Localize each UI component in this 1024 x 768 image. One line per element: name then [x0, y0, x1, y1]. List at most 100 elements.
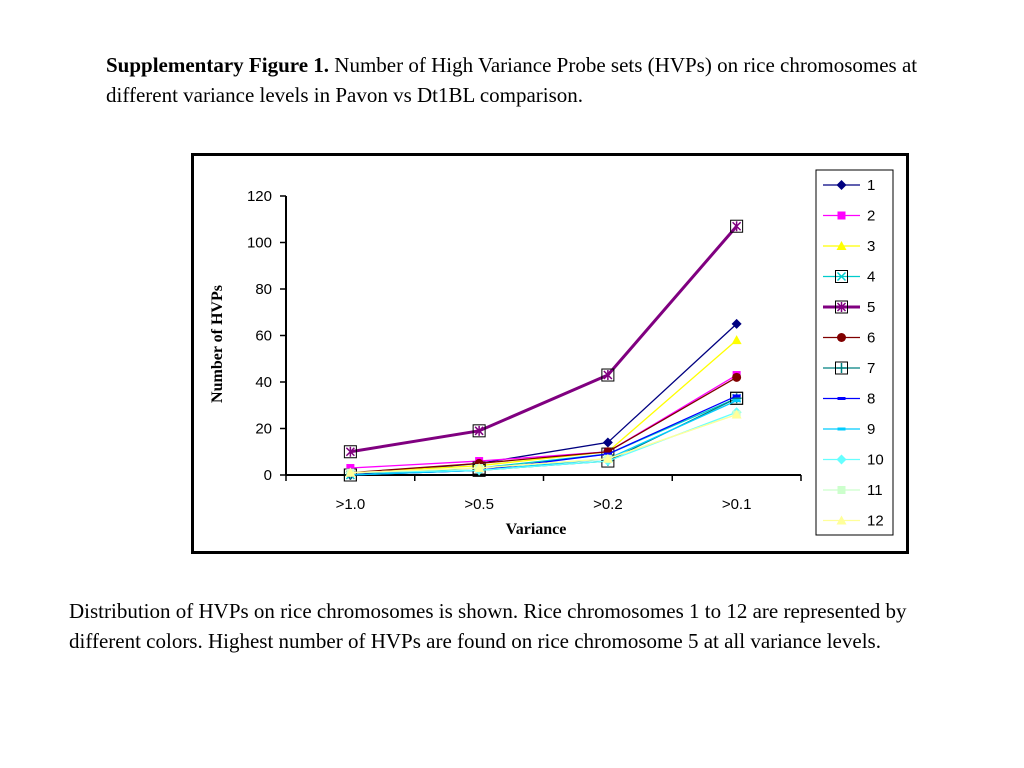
x-axis-title: Variance: [506, 521, 567, 538]
triangle-marker: [474, 463, 485, 473]
box-marker: [730, 219, 744, 233]
data-marker: [837, 333, 846, 342]
asterisk-marker: [836, 302, 847, 312]
y-tick-label: 0: [264, 467, 272, 484]
diamond-marker: [602, 437, 613, 448]
legend-item-8: 8: [823, 391, 875, 408]
y-tick-label: 20: [255, 421, 272, 438]
data-marker: [837, 397, 846, 400]
box-marker: [343, 445, 357, 459]
legend-item-2: 2: [823, 208, 875, 225]
data-marker: [732, 394, 741, 398]
legend-label: 8: [867, 391, 875, 408]
legend-label: 3: [867, 238, 875, 255]
data-marker: [837, 211, 846, 220]
triangle-marker: [345, 467, 356, 477]
box-marker: [601, 368, 615, 382]
diamond-marker: [836, 180, 847, 190]
data-marker: [835, 300, 848, 314]
y-tick-label: 60: [255, 328, 272, 345]
legend-box: [815, 169, 894, 536]
legend-label: 2: [867, 208, 875, 225]
series-line: [350, 225, 738, 454]
data-marker: [343, 445, 357, 459]
legend-label: 5: [867, 299, 875, 316]
data-marker: [837, 427, 846, 431]
y-axis-title: Number of HVPs: [209, 285, 226, 403]
y-tick-label: 120: [247, 188, 272, 205]
legend-item-10: 10: [823, 452, 884, 469]
box-marker: [835, 361, 848, 375]
legend-item-7: 7: [823, 360, 875, 377]
series-line: [350, 376, 737, 474]
data-marker: [836, 515, 847, 525]
series-line: [350, 413, 737, 474]
figure-caption: Supplementary Figure 1. Number of High V…: [106, 50, 936, 110]
x-tick-label: >0.1: [722, 496, 752, 513]
legend-item-4: 4: [823, 269, 875, 286]
data-marker: [731, 318, 742, 329]
legend-label: 9: [867, 421, 875, 438]
legend-label: 10: [867, 452, 884, 469]
data-marker: [837, 486, 846, 494]
chart-frame: 0 20 40 60 80 100 120 >1.0 >0.5 >0.2 >0.1 Number o…: [191, 153, 909, 554]
data-marker: [835, 361, 848, 375]
x-tick-label: >0.2: [593, 496, 623, 513]
figure-description: Distribution of HVPs on rice chromosomes…: [69, 599, 907, 653]
series-4: [343, 391, 744, 482]
legend-label: 4: [867, 269, 875, 286]
data-marker: [731, 409, 742, 419]
data-marker: [601, 368, 615, 382]
legend-item-11: 11: [823, 482, 883, 499]
plus-marker: [836, 363, 847, 373]
legend-item-12: 12: [823, 513, 884, 530]
asterisk-marker: [603, 370, 613, 381]
data-marker: [602, 437, 613, 448]
legend-label: 1: [867, 177, 875, 194]
legend-item-5: 5: [823, 299, 875, 316]
legend-label: 12: [867, 513, 884, 530]
box-marker: [835, 270, 848, 283]
diamond-marker: [836, 454, 847, 465]
triangle-marker: [731, 409, 742, 419]
dash-marker: [837, 427, 846, 431]
triangle-marker: [836, 241, 847, 250]
line-chart: 0 20 40 60 80 100 120 >1.0 >0.5 >0.2 >0.1 Number o…: [209, 169, 894, 538]
y-tick-label: 100: [247, 235, 272, 252]
legend-item-6: 6: [823, 330, 875, 347]
y-tick-label: 80: [255, 281, 272, 298]
square-marker: [837, 486, 846, 494]
chart-series: [343, 219, 744, 482]
x-tick-label: >0.5: [464, 496, 494, 513]
dash-marker: [732, 399, 741, 403]
data-marker: [602, 453, 613, 463]
asterisk-marker: [732, 221, 742, 232]
box-marker: [472, 424, 486, 438]
series-12: [345, 409, 742, 477]
triangle-marker: [731, 335, 742, 345]
dash-marker: [837, 397, 846, 400]
triangle-marker: [836, 515, 847, 525]
asterisk-marker: [345, 446, 355, 457]
series-7: [343, 391, 744, 482]
series-line: [350, 374, 737, 469]
data-marker: [836, 180, 847, 190]
legend-label: 7: [867, 360, 875, 377]
legend-item-9: 9: [823, 421, 875, 438]
legend-label: 11: [867, 482, 883, 499]
data-marker: [732, 399, 741, 403]
series-line: [350, 339, 738, 474]
circle-marker: [732, 372, 742, 382]
data-marker: [345, 467, 356, 477]
caption-heading: Supplementary Figure 1.: [106, 53, 330, 77]
chart-axes: 0 20 40 60 80 100 120 >1.0 >0.5 >0.2 >0.1: [247, 188, 802, 513]
diamond-marker: [731, 318, 742, 329]
caption-text: Number of High Variance Probe sets (HVPs…: [106, 53, 918, 107]
data-marker: [731, 335, 742, 345]
data-marker: [732, 372, 742, 382]
square-marker: [837, 211, 846, 220]
triangle-marker: [602, 453, 613, 463]
data-marker: [835, 270, 848, 283]
data-marker: [472, 424, 486, 438]
